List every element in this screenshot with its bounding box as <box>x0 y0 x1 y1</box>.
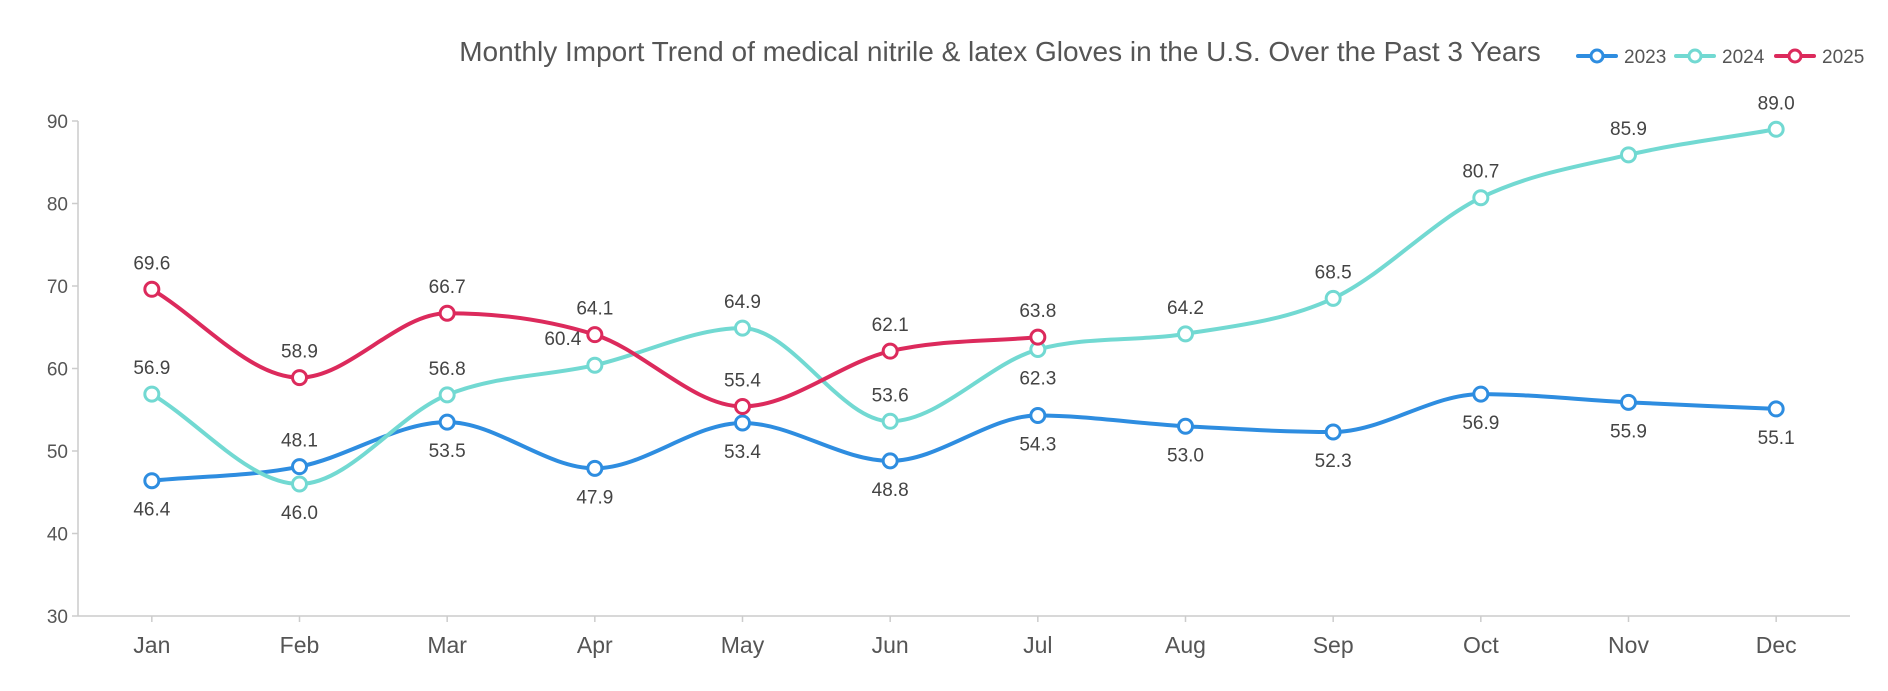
y-tick-label: 90 <box>47 112 68 133</box>
data-point-2024 <box>1324 289 1342 307</box>
data-labels: 46.4 48.1 53.5 47.9 53.4 48.8 54.3 53.0 52.3 56.9… <box>133 93 1794 524</box>
legend-label-2023: 2023 <box>1624 47 1666 68</box>
data-point-2023 <box>1029 407 1047 425</box>
legend-label-2025: 2025 <box>1822 47 1864 68</box>
data-label-2025: 55.4 <box>724 370 761 391</box>
data-point-2023 <box>734 414 751 432</box>
data-point-2023 <box>1767 400 1785 418</box>
series-lines <box>149 127 1779 486</box>
data-point-2023 <box>291 458 308 476</box>
x-tick-label: Jan <box>133 632 170 658</box>
data-label-2023: 56.9 <box>1462 413 1499 434</box>
data-point-2024 <box>1472 189 1490 207</box>
x-axis-ticks: Jan Feb Mar Apr May Jun Jul Aug Sep Oct Nov Dec <box>133 616 1797 658</box>
data-point-2023 <box>143 472 161 490</box>
data-label-2023: 53.4 <box>724 442 761 463</box>
data-label-2024: 56.9 <box>133 358 170 379</box>
y-tick-label: 40 <box>47 525 68 546</box>
y-tick-label: 70 <box>47 277 68 298</box>
y-axis-ticks: 30 40 50 60 70 80 90 <box>47 112 78 628</box>
data-label-2025: 63.8 <box>1019 301 1056 322</box>
y-tick-label: 60 <box>47 360 68 381</box>
data-label-2023: 54.3 <box>1019 435 1056 456</box>
chart-legend: 2023 2024 2025 <box>1576 47 1864 68</box>
series-line-2023 <box>149 392 1779 483</box>
x-tick-label: Dec <box>1756 632 1797 658</box>
x-tick-label: Sep <box>1313 632 1354 658</box>
data-label-2023: 55.1 <box>1758 428 1795 449</box>
data-point-2023 <box>881 452 899 470</box>
y-tick-label: 30 <box>47 607 68 628</box>
x-tick-label: Mar <box>427 632 467 658</box>
data-label-2024: 62.3 <box>1019 369 1056 390</box>
data-label-2023: 47.9 <box>576 487 613 508</box>
data-point-2024 <box>438 386 456 404</box>
data-point-2024 <box>291 475 308 493</box>
x-tick-label: Oct <box>1463 632 1499 658</box>
data-label-2025: 62.1 <box>872 315 909 336</box>
data-label-2024: 53.6 <box>872 385 909 406</box>
x-tick-label: Feb <box>280 632 320 658</box>
x-tick-label: Jul <box>1023 632 1052 658</box>
x-tick-label: Apr <box>577 632 613 658</box>
data-label-2024: 80.7 <box>1462 162 1499 183</box>
data-label-2023: 53.5 <box>429 441 466 462</box>
data-label-2024: 64.2 <box>1167 298 1204 319</box>
series-line-2024 <box>149 127 1779 486</box>
data-point-2023 <box>1472 385 1490 403</box>
data-point-2024 <box>1177 325 1194 343</box>
data-label-2025: 64.1 <box>576 299 613 320</box>
data-label-2024: 64.9 <box>724 292 761 313</box>
data-point-2025 <box>438 304 456 322</box>
data-point-2025 <box>586 326 604 344</box>
data-point-2025 <box>291 369 308 387</box>
x-tick-label: Nov <box>1608 632 1649 658</box>
data-label-2024: 56.8 <box>429 359 466 380</box>
x-tick-label: May <box>721 632 765 658</box>
x-tick-label: Aug <box>1165 632 1206 658</box>
data-point-2023 <box>1620 393 1637 411</box>
data-label-2024: 68.5 <box>1315 262 1352 283</box>
y-tick-label: 80 <box>47 195 68 216</box>
data-label-2025: 58.9 <box>281 342 318 363</box>
data-point-2023 <box>1324 423 1342 441</box>
legend-label-2024: 2024 <box>1722 47 1765 68</box>
data-label-2023: 48.1 <box>281 431 318 452</box>
x-tick-label: Jun <box>872 632 909 658</box>
data-point-2024 <box>881 412 899 430</box>
data-point-2023 <box>1177 417 1194 435</box>
series-points <box>143 120 1785 493</box>
data-point-2025 <box>143 280 161 298</box>
data-label-2025: 69.6 <box>133 253 170 274</box>
data-point-2024 <box>143 385 161 403</box>
data-label-2024: 46.0 <box>281 503 318 524</box>
data-label-2023: 46.4 <box>133 500 170 521</box>
data-label-2024: 89.0 <box>1758 93 1795 114</box>
data-point-2024 <box>1620 146 1637 164</box>
legend-marker-2025 <box>1787 48 1803 64</box>
chart-title: Monthly Import Trend of medical nitrile … <box>459 36 1541 67</box>
data-point-2024 <box>1767 120 1785 138</box>
data-point-2023 <box>438 413 456 431</box>
data-point-2023 <box>586 459 604 477</box>
data-label-2025: 66.7 <box>429 277 466 298</box>
y-tick-label: 50 <box>47 442 68 463</box>
data-label-2023: 48.8 <box>872 480 909 501</box>
data-label-2023: 55.9 <box>1610 421 1647 442</box>
data-point-2025 <box>1029 328 1047 346</box>
data-label-2023: 53.0 <box>1167 445 1204 466</box>
data-point-2024 <box>586 356 604 374</box>
data-point-2024 <box>734 319 751 337</box>
legend-marker-2023 <box>1589 48 1605 64</box>
data-point-2025 <box>881 342 899 360</box>
legend-marker-2024 <box>1687 48 1703 64</box>
data-label-2024: 60.4 <box>544 329 581 350</box>
data-label-2024: 85.9 <box>1610 119 1647 140</box>
data-label-2023: 52.3 <box>1315 451 1352 472</box>
data-point-2025 <box>734 397 751 415</box>
